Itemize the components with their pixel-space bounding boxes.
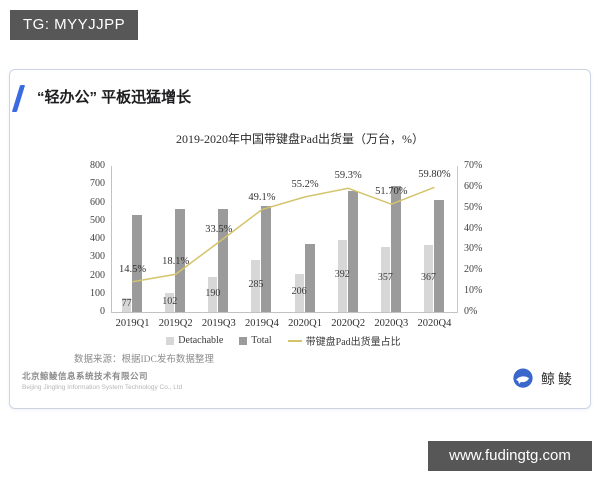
x-tick-label: 2020Q3 [374,318,409,329]
legend-label: Total [251,335,272,346]
y-tick-label-right: 40% [464,222,483,234]
bar-total [304,243,315,312]
company-name-cn: 北京鲸鲮信息系统技术有限公司 [22,371,149,381]
plot-area [111,166,458,313]
y-tick-label-left: 800 [90,160,105,171]
trend-line [132,186,435,283]
x-tick-label: 2020Q2 [331,318,366,329]
company-name-en: Beijing Jingling Information System Tech… [22,384,183,391]
y-tick-label-left: 400 [90,233,105,244]
bar-value-label: 190 [205,287,221,299]
title-slash-icon [11,85,26,112]
legend-label: Detachable [178,335,224,346]
bar-total [433,199,444,312]
y-tick-label-right: 70% [464,160,483,171]
chart-title: 2019-2020年中国带键盘Pad出货量（万台，%） [176,132,424,146]
line-point-label: 59.80% [418,169,451,181]
x-tick-label: 2019Q1 [115,318,150,329]
line-point-label: 51.70% [375,186,408,198]
y-tick-label-right: 60% [464,180,483,192]
y-tick-label-left: 100 [90,287,105,299]
y-tick-label-right: 0% [464,306,478,317]
bar-value-label: 77 [121,297,132,309]
chart-legend: Detachable Total 带键盘Pad出货量占比 [111,333,456,348]
detachable-swatch-icon [166,336,175,345]
total-swatch-icon [239,336,248,345]
legend-label: 带键盘Pad出货量占比 [305,337,401,348]
tg-handle-badge: TG: MYYJJPP [10,10,139,40]
bar-detachable [337,240,347,312]
y-tick-label-left: 300 [90,251,105,263]
line-swatch-icon [287,339,302,342]
line-point-label: 49.1% [248,191,276,203]
y-tick-label-left: 200 [90,269,105,281]
bar-detachable [380,246,390,312]
x-tick-label: 2020Q4 [417,318,452,329]
y-tick-label-left: 600 [90,196,105,208]
x-tick-label: 2020Q1 [288,318,322,329]
line-point-label: 55.2% [291,178,319,190]
bar-value-label: 102 [162,295,178,307]
whale-logo-icon [512,368,534,390]
bar-value-label: 285 [248,278,264,290]
y-tick-label-right: 10% [464,285,483,297]
legend-item-share-line: 带键盘Pad出货量占比 [287,333,401,348]
bar-total [218,208,229,312]
bar-detachable [251,259,261,312]
bar-total [347,191,358,312]
bar-total [390,186,401,312]
chart-card: “轻办公” 平板迅猛增长 2019-2020年中国带键盘Pad出货量（万台，%）… [9,69,591,409]
bar-detachable [294,274,304,312]
bar-value-label: 367 [420,271,436,283]
y-tick-label-left: 500 [90,214,105,226]
y-tick-label-right: 50% [464,201,483,213]
y-tick-label-right: 20% [464,264,483,276]
y-tick-label-right: 30% [464,243,483,255]
brand-logo: 鲸鲮 [512,368,575,390]
line-point-label: 14.5% [119,263,147,275]
line-point-label: 59.3% [334,170,362,182]
x-tick-label: 2019Q4 [245,318,279,329]
x-tick-label: 2019Q2 [158,318,193,329]
line-point-label: 18.1% [162,256,190,268]
brand-name: 鲸鲮 [541,371,575,387]
bar-value-label: 357 [377,272,393,284]
y-tick-label-left: 700 [90,178,105,190]
legend-item-detachable: Detachable [166,335,223,346]
card-title: “轻办公” 平板迅猛增长 [37,89,192,106]
y-tick-label-left: 0 [100,306,105,317]
x-tick-label: 2019Q3 [201,318,236,329]
bar-detachable [423,245,433,312]
bar-total [132,215,143,312]
bar-value-label: 206 [291,286,307,298]
data-source-note: 数据来源：根据IDC发布数据整理 [74,355,214,365]
bar-detachable [122,297,132,312]
line-point-label: 33.5% [205,224,233,236]
bar-value-label: 392 [334,269,350,281]
bar-detachable [208,277,218,312]
bar-total [175,209,186,312]
company-block: 北京鲸鲮信息系统技术有限公司 Beijing Jingling Informat… [22,370,182,391]
bar-total [261,206,272,312]
website-watermark-bar: www.fudingtg.com [428,441,592,471]
bar-detachable [165,293,175,312]
legend-item-total: Total [239,335,272,346]
